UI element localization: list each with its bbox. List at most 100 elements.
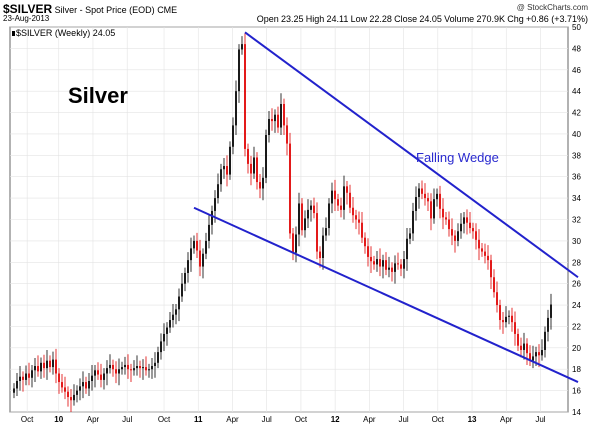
candle-body: [37, 366, 39, 372]
candle-body: [442, 208, 444, 218]
candle-body: [550, 304, 552, 318]
x-tick-label: Oct: [158, 415, 171, 424]
candle-body: [421, 188, 423, 194]
candle-body: [382, 260, 384, 267]
candle-body: [115, 369, 117, 374]
quote-line: 23-Aug-2013 Open 23.25 High 24.11 Low 22…: [3, 14, 592, 26]
candle-body: [463, 217, 465, 224]
x-tick-label: Apr: [226, 415, 239, 424]
y-tick-label: 32: [572, 216, 581, 225]
candle-body: [31, 370, 33, 378]
candle-body: [181, 283, 183, 297]
candle-body: [130, 369, 132, 371]
candle-body: [28, 373, 30, 378]
candle-body: [70, 397, 72, 401]
candle-body: [199, 250, 201, 267]
candle-body: [514, 322, 516, 334]
candle-body: [535, 352, 537, 357]
y-tick-label: 36: [572, 173, 581, 182]
candle-body: [328, 203, 330, 229]
candle-body: [511, 315, 513, 323]
x-tick-label: Oct: [295, 415, 308, 424]
candle-body: [502, 320, 504, 323]
candle-body: [106, 368, 108, 374]
candle-body: [445, 217, 447, 220]
high-label: High: [305, 14, 325, 24]
candle-body: [121, 367, 123, 370]
candle-body: [118, 369, 120, 374]
candle-body: [16, 380, 18, 389]
candle-body: [406, 238, 408, 260]
candle-body: [286, 125, 288, 144]
candle-body: [79, 386, 81, 391]
candle-body: [235, 91, 237, 126]
candle-body: [103, 373, 105, 380]
candle-body: [499, 305, 501, 321]
candle-body: [292, 233, 294, 253]
candle-body: [388, 267, 390, 270]
candle-body: [178, 296, 180, 310]
candle-body: [112, 364, 114, 370]
y-tick-label: 30: [572, 237, 581, 246]
open-label: Open: [256, 14, 279, 24]
candle-body: [40, 362, 42, 372]
candle-body: [76, 390, 78, 395]
legend-text: $SILVER (Weekly) 24.05: [16, 28, 115, 38]
ticker-symbol: $SILVER: [3, 2, 53, 16]
candle-body: [43, 362, 45, 369]
chg-label: Chg: [507, 14, 524, 24]
exchange-label: CME: [157, 5, 178, 15]
candle-body: [136, 366, 138, 369]
candle-body: [205, 240, 207, 254]
y-tick-label: 14: [572, 408, 581, 417]
chart-header: $SILVER Silver - Spot Price (EOD) CME @ …: [3, 2, 592, 16]
candle-body: [526, 343, 528, 354]
candle-body: [82, 382, 84, 387]
candle-body: [250, 163, 252, 174]
candle-body: [496, 292, 498, 306]
y-tick-label: 50: [572, 23, 581, 32]
y-tick-label: 34: [572, 194, 581, 203]
candle-body: [409, 233, 411, 239]
candle-body: [475, 231, 477, 240]
candle-body: [529, 353, 531, 361]
candle-body: [460, 223, 462, 232]
candle-body: [400, 264, 402, 269]
y-tick-label: 24: [572, 301, 581, 310]
y-tick-label: 38: [572, 151, 581, 160]
candle-body: [253, 157, 255, 174]
y-tick-label: 44: [572, 87, 581, 96]
candle-body: [310, 205, 312, 210]
candle-body: [520, 345, 522, 350]
candle-body: [196, 240, 198, 251]
candle-body: [151, 366, 153, 370]
candle-body: [355, 215, 357, 220]
candle-body: [208, 224, 210, 241]
candle-body: [211, 210, 213, 225]
candle-body: [391, 267, 393, 272]
candle-body: [34, 366, 36, 371]
gridlines: [10, 26, 568, 413]
candle-body: [238, 49, 240, 92]
low-label: Low: [350, 14, 368, 24]
candle-body: [490, 260, 492, 278]
candle-body: [541, 349, 543, 356]
candle-body: [469, 222, 471, 229]
candle-body: [202, 253, 204, 267]
candle-body: [184, 272, 186, 284]
candle-body: [244, 44, 246, 149]
close-label: Close: [394, 14, 418, 24]
candle-body: [331, 190, 333, 204]
candle-body: [358, 219, 360, 223]
candle-body: [451, 229, 453, 236]
candle-body: [478, 239, 480, 249]
x-tick-label: 10: [54, 415, 63, 424]
candle-body: [67, 391, 69, 398]
quote-date: 23-Aug-2013: [3, 14, 50, 23]
y-tick-label: 42: [572, 109, 581, 118]
candle-body: [376, 259, 378, 265]
y-axis-ticks: 14 16 18 20 22 24 26 28 30 32 34 36 38 40 42 44 46 48 50: [572, 23, 581, 417]
candle-body: [166, 327, 168, 334]
candle-body: [418, 188, 420, 198]
candle-body: [100, 374, 102, 380]
